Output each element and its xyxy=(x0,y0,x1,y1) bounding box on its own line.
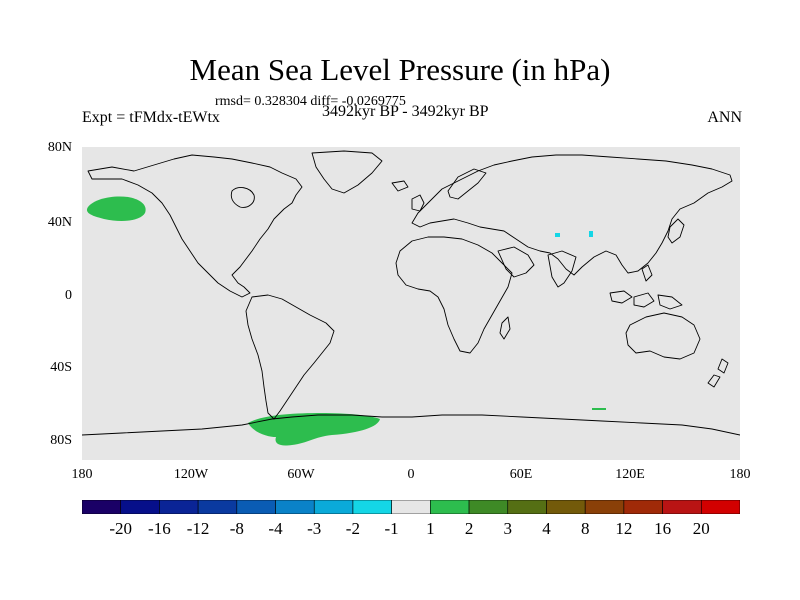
colorbar-label: 16 xyxy=(654,519,672,538)
x-tick-60e: 60E xyxy=(509,467,533,482)
period-label: 3492kyr BP - 3492kyr BP xyxy=(322,103,489,120)
colorbar-swatch xyxy=(468,500,509,514)
colorbar-label: 8 xyxy=(580,519,590,538)
x-tick-120w: 120W xyxy=(173,467,209,482)
colorbar-swatch xyxy=(391,500,431,514)
colorbar-label: -3 xyxy=(307,519,322,538)
season-label: ANN xyxy=(707,109,742,126)
colorbar-swatch xyxy=(197,500,238,514)
colorbar-label: -2 xyxy=(345,519,360,538)
colorbar xyxy=(82,500,740,514)
x-tick-60w: 60W xyxy=(287,467,315,482)
colorbar-label: -1 xyxy=(384,519,399,538)
rmsd-diff-stats: rmsd= 0.328304 diff= -0.0269775 xyxy=(215,94,406,109)
colorbar-label: 1 xyxy=(426,519,435,538)
colorbar-swatch xyxy=(120,500,160,514)
colorbar-swatch xyxy=(662,500,702,514)
map-title: Mean Sea Level Pressure (in hPa) xyxy=(189,52,611,87)
x-tick-180w: 180 xyxy=(71,467,93,482)
north-pacific-high-anomaly xyxy=(86,196,146,221)
y-tick-80s: 80S xyxy=(50,433,72,448)
colorbar-swatch xyxy=(584,500,625,514)
tibet-plateau-anomaly-east xyxy=(589,231,593,237)
colorbar-swatch xyxy=(236,500,276,514)
colorbar-swatch xyxy=(275,500,315,514)
colorbar-swatch xyxy=(352,500,392,514)
colorbar-swatch xyxy=(623,500,663,514)
colorbar-swatch xyxy=(700,500,740,514)
colorbar-label: 2 xyxy=(464,519,474,538)
colorbar-label: -20 xyxy=(109,519,133,538)
x-tick-120e: 120E xyxy=(615,467,645,482)
colorbar-label: 12 xyxy=(615,519,633,538)
colorbar-swatch xyxy=(507,500,547,514)
antarctic-peninsula-anomaly xyxy=(248,413,380,446)
world-map xyxy=(82,147,740,460)
colorbar-label: 20 xyxy=(692,519,710,538)
experiment-label: Expt = tFMdx-tEWtx xyxy=(82,109,220,126)
tibet-plateau-anomaly-west xyxy=(555,233,560,237)
colorbar-label: 4 xyxy=(542,519,551,538)
colorbar-swatch xyxy=(430,500,470,514)
ocean-background xyxy=(82,147,740,460)
colorbar-label: 3 xyxy=(503,519,513,538)
colorbar-swatch xyxy=(82,500,122,514)
colorbar-label: -12 xyxy=(186,519,210,538)
colorbar-label: -16 xyxy=(148,519,171,538)
x-tick-0: 0 xyxy=(407,467,415,482)
colorbar-swatch xyxy=(159,500,199,514)
y-tick-40s: 40S xyxy=(50,360,72,375)
y-tick-40n: 40N xyxy=(47,215,72,230)
y-tick-0: 0 xyxy=(65,288,72,303)
coastlines xyxy=(82,150,740,436)
colorbar-label: -4 xyxy=(268,519,283,538)
y-tick-80n: 80N xyxy=(47,140,72,155)
small-green-patch xyxy=(592,408,606,410)
colorbar-swatch xyxy=(313,500,354,514)
colorbar-label: -8 xyxy=(229,519,244,538)
x-tick-180e: 180 xyxy=(729,467,751,482)
colorbar-swatch xyxy=(546,500,586,514)
